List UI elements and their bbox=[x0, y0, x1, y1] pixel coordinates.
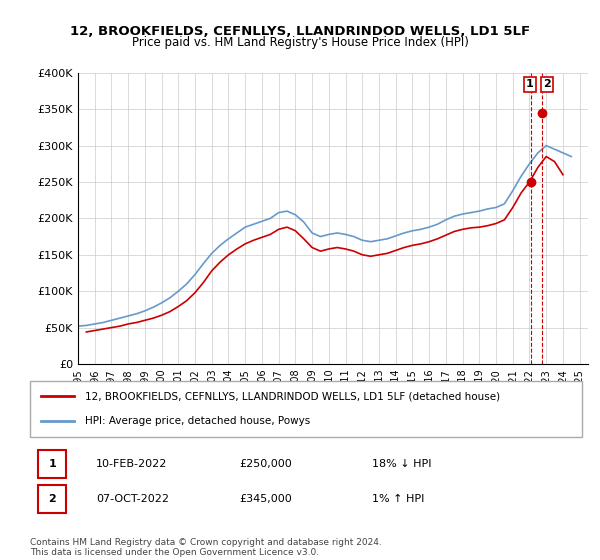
Text: HPI: Average price, detached house, Powys: HPI: Average price, detached house, Powy… bbox=[85, 416, 310, 426]
Text: 12, BROOKFIELDS, CEFNLLYS, LLANDRINDOD WELLS, LD1 5LF: 12, BROOKFIELDS, CEFNLLYS, LLANDRINDOD W… bbox=[70, 25, 530, 38]
Text: 1: 1 bbox=[526, 80, 534, 90]
Text: 1% ↑ HPI: 1% ↑ HPI bbox=[372, 494, 425, 504]
Text: 12, BROOKFIELDS, CEFNLLYS, LLANDRINDOD WELLS, LD1 5LF (detached house): 12, BROOKFIELDS, CEFNLLYS, LLANDRINDOD W… bbox=[85, 391, 500, 402]
Text: £250,000: £250,000 bbox=[240, 459, 293, 469]
Text: 18% ↓ HPI: 18% ↓ HPI bbox=[372, 459, 432, 469]
Text: Contains HM Land Registry data © Crown copyright and database right 2024.
This d: Contains HM Land Registry data © Crown c… bbox=[30, 538, 382, 557]
FancyBboxPatch shape bbox=[38, 450, 66, 478]
FancyBboxPatch shape bbox=[30, 381, 582, 437]
FancyBboxPatch shape bbox=[38, 485, 66, 513]
Text: £345,000: £345,000 bbox=[240, 494, 293, 504]
Text: 10-FEB-2022: 10-FEB-2022 bbox=[96, 459, 167, 469]
Text: 1: 1 bbox=[48, 459, 56, 469]
Text: Price paid vs. HM Land Registry's House Price Index (HPI): Price paid vs. HM Land Registry's House … bbox=[131, 36, 469, 49]
Text: 07-OCT-2022: 07-OCT-2022 bbox=[96, 494, 169, 504]
Text: 2: 2 bbox=[48, 494, 56, 504]
Text: 2: 2 bbox=[543, 80, 551, 90]
